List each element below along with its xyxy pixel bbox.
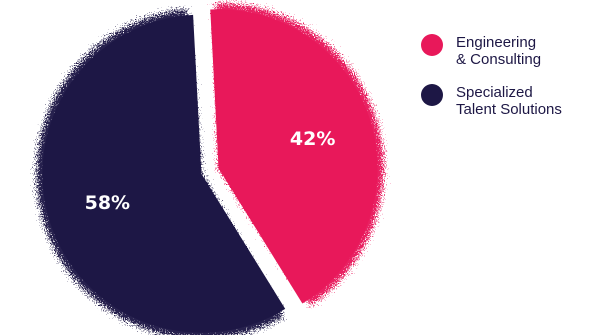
pie-slice-label-1: 58% bbox=[85, 192, 130, 214]
pie-slice-label-0: 42% bbox=[290, 128, 335, 150]
legend: Engineering & Consulting Specialized Tal… bbox=[421, 34, 606, 134]
pie-slice-1 bbox=[42, 14, 286, 333]
legend-label-engineering: Engineering & Consulting bbox=[456, 34, 542, 68]
legend-label-specialized: Specialized Talent Solutions bbox=[456, 84, 562, 118]
legend-swatch-specialized bbox=[421, 84, 443, 106]
legend-item-engineering: Engineering & Consulting bbox=[421, 34, 606, 68]
pie-slice-0 bbox=[210, 9, 378, 304]
legend-swatch-engineering bbox=[421, 34, 443, 56]
legend-item-specialized: Specialized Talent Solutions bbox=[421, 84, 606, 118]
